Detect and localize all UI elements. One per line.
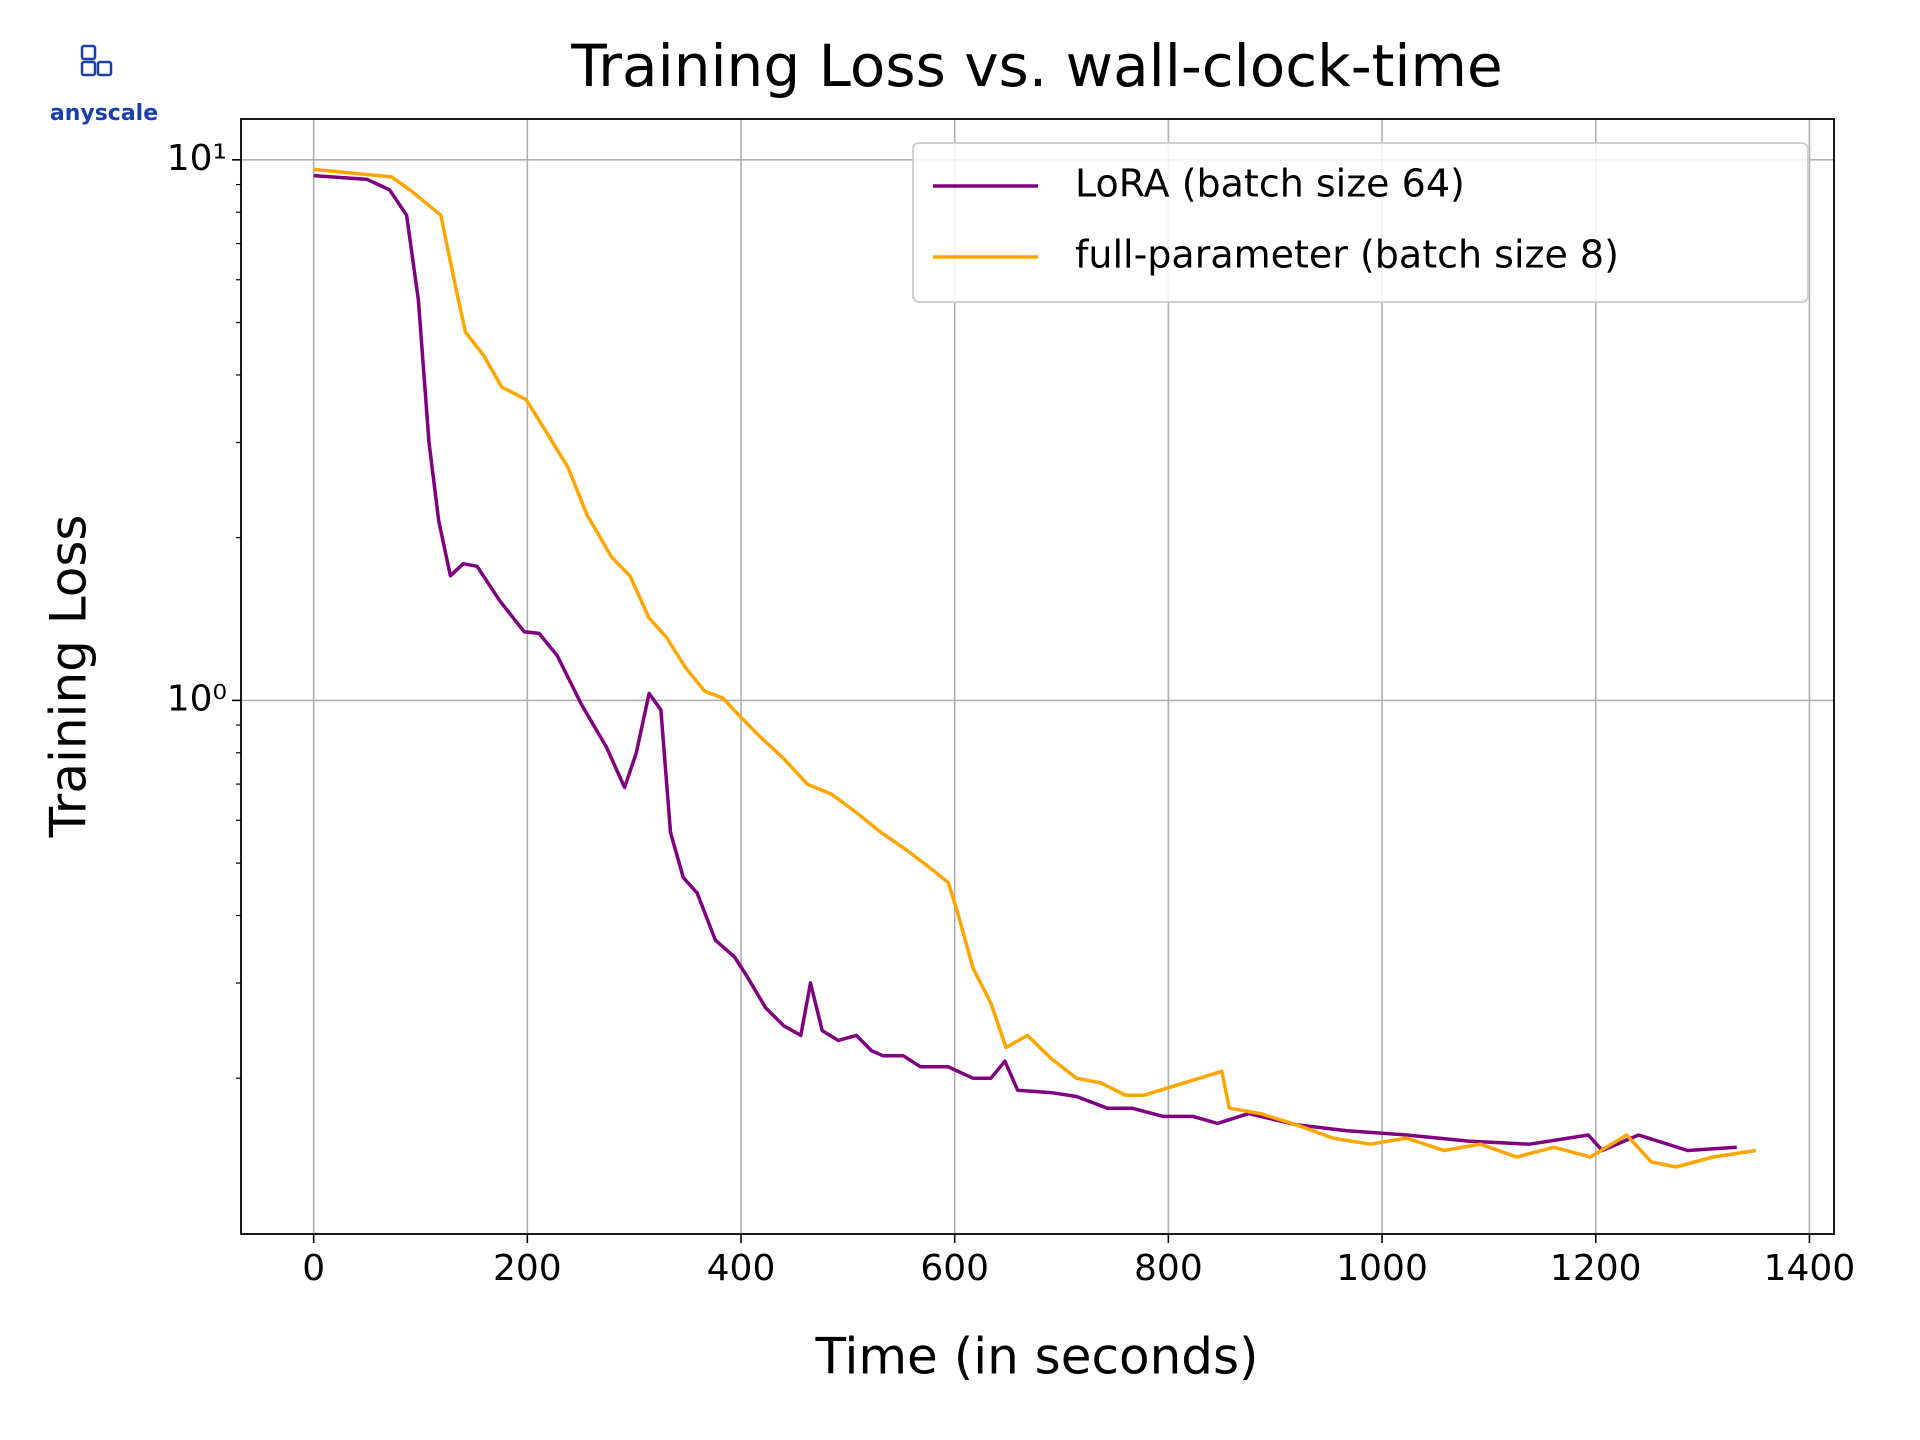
y-axis-label: Training Loss [40,515,98,839]
x-tick-label: 800 [1134,1248,1203,1289]
x-tick-label: 200 [493,1248,562,1289]
y-tick-label: 10¹ [167,138,227,179]
chart-title: Training Loss vs. wall-clock-time [570,32,1502,100]
legend-box [912,142,1809,303]
legend-label: full-parameter (batch size 8) [1075,233,1619,277]
x-tick-label: 600 [920,1248,989,1289]
legend-label: LoRA (batch size 64) [1075,162,1465,206]
logo-icon [80,44,113,77]
x-tick-label: 1400 [1764,1248,1856,1289]
plot-frame [240,118,1835,1235]
x-tick-label: 0 [302,1248,325,1289]
line [313,167,1757,1169]
logo-text: anyscale [50,101,158,126]
y-tick-label: 10⁰ [167,678,227,719]
x-tick-label: 400 [707,1248,776,1289]
x-axis-label: Time (in seconds) [814,1328,1258,1386]
line [313,173,1737,1153]
x-tick-label: 1200 [1550,1248,1642,1289]
x-tick-label: 1000 [1336,1248,1428,1289]
